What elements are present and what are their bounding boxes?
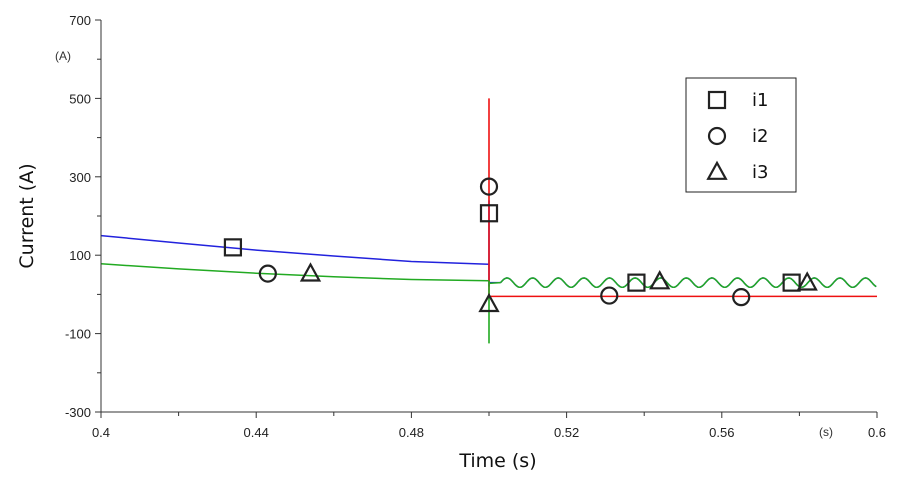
legend-marker-i1	[707, 90, 727, 110]
marker-i2	[258, 264, 277, 283]
y-unit-label: (A)	[55, 49, 71, 63]
marker-i1	[782, 273, 801, 292]
legend-marker-i3	[706, 160, 728, 180]
y-tick-label: 100	[69, 248, 91, 263]
x-tick-label: 0.44	[244, 425, 269, 440]
series-line-i3-pre	[100, 263, 489, 282]
series-line-i3-post	[500, 277, 877, 289]
plot-area	[100, 98, 877, 344]
x-tick-label: 0.48	[399, 425, 424, 440]
y-axis-title: Current (A)	[16, 163, 38, 268]
legend-label-i2: i2	[752, 126, 768, 147]
x-tick-label: 0.6	[868, 425, 886, 440]
marker-i3	[796, 271, 818, 291]
x-unit-label: (s)	[819, 425, 833, 439]
legend-label-i3: i3	[752, 162, 768, 183]
marker-i1	[479, 204, 499, 223]
y-tick-label: 300	[69, 170, 91, 185]
series-line-i3-join	[488, 281, 501, 285]
y-tick-label: 700	[69, 13, 91, 28]
legend-box	[685, 77, 797, 193]
x-axis-title: Time (s)	[458, 450, 536, 472]
y-tick-label: -100	[65, 327, 91, 342]
marker-i1	[223, 238, 243, 257]
marker-i2	[479, 177, 499, 196]
marker-i2	[600, 286, 619, 305]
x-ticks: 0.4 0.44 0.48 0.52 0.56 0.6	[92, 412, 886, 440]
legend: i1 i2 i3	[685, 77, 797, 193]
marker-i2	[732, 288, 751, 307]
legend-marker-i2	[707, 126, 727, 146]
x-tick-label: 0.52	[554, 425, 579, 440]
series-line-i1-pre	[100, 234, 489, 265]
y-tick-label: -300	[65, 405, 91, 420]
y-ticks: -300 -100 100 300 500 700	[65, 13, 101, 420]
legend-label-i1: i1	[752, 90, 768, 111]
marker-i1	[627, 273, 646, 292]
y-tick-label: 500	[69, 91, 91, 106]
x-tick-label: 0.56	[709, 425, 734, 440]
marker-i3	[649, 270, 671, 290]
marker-i3	[299, 262, 322, 282]
x-tick-label: 0.4	[92, 425, 110, 440]
marker-i3	[478, 292, 500, 313]
